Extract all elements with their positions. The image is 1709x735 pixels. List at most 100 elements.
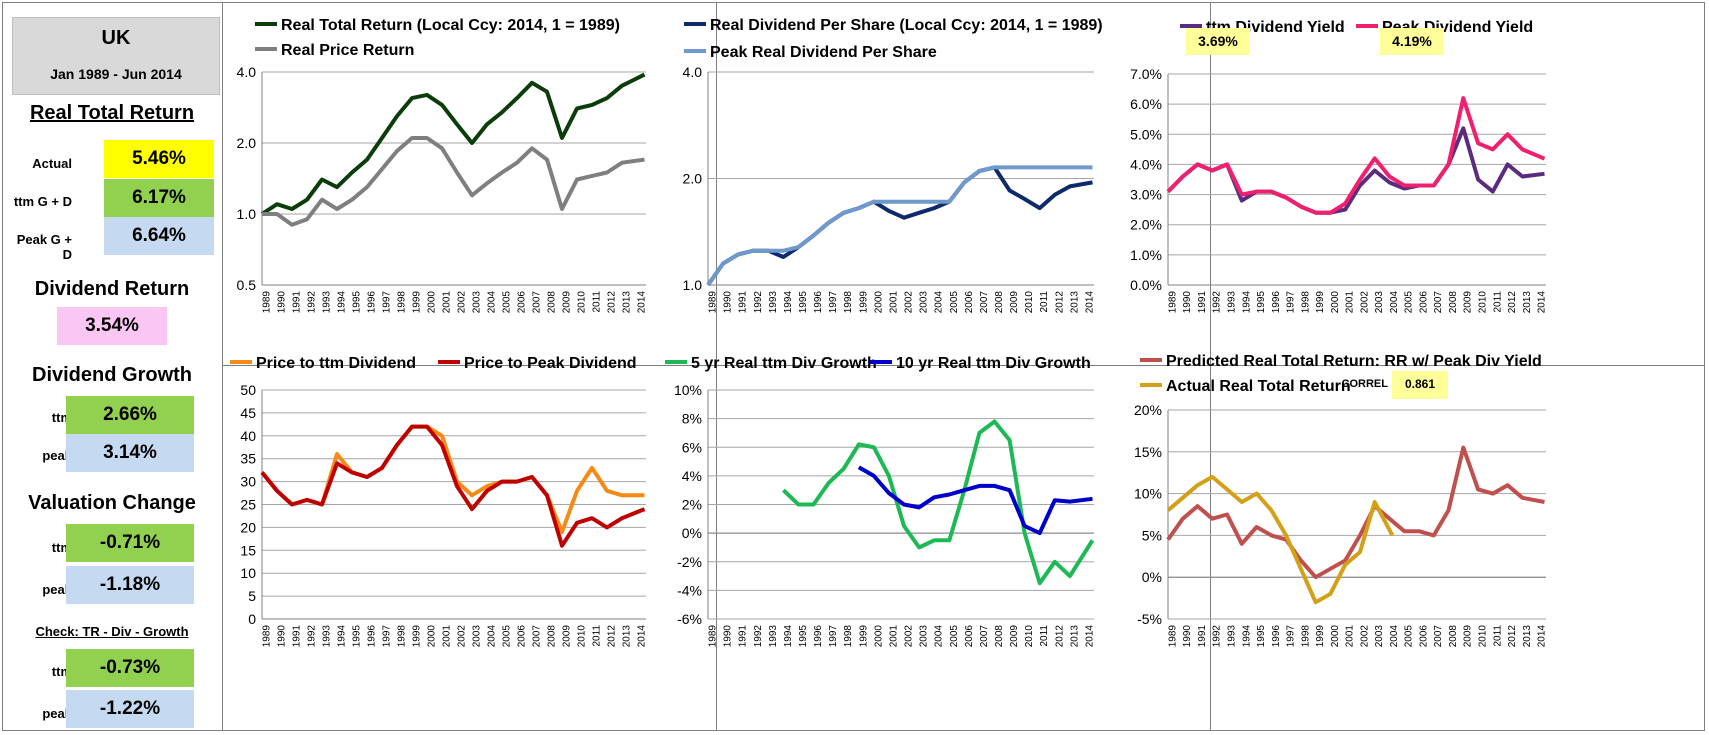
- ttm-gd-label: ttm G + D: [13, 194, 72, 209]
- x-tick-label: 2007: [532, 291, 543, 314]
- x-tick-label: 1990: [277, 625, 288, 648]
- x-tick-label: 2007: [979, 625, 990, 648]
- x-tick-label: 2010: [577, 625, 588, 648]
- ttm-gd-value: 6.17%: [104, 179, 214, 217]
- x-tick-label: 1991: [1197, 291, 1208, 314]
- y-tick-label: 30: [240, 474, 256, 490]
- period-label: Jan 1989 - Jun 2014: [50, 66, 182, 82]
- x-tick-label: 1990: [277, 291, 288, 314]
- legend-label: Actual Real Total Return: [1166, 378, 1351, 395]
- x-tick-label: 2003: [472, 291, 483, 314]
- y-tick-label: 10: [240, 565, 256, 581]
- x-tick-label: 2013: [1069, 291, 1080, 314]
- valuation-change-title: Valuation Change: [28, 492, 196, 514]
- x-tick-label: 2006: [1418, 625, 1429, 648]
- x-tick-label: 2005: [949, 625, 960, 648]
- legend-label: 5 yr Real ttm Div Growth: [691, 355, 877, 372]
- series-line-2: [1166, 96, 1546, 215]
- y-tick-label: 2.0: [683, 171, 703, 187]
- x-tick-label: 2008: [994, 625, 1005, 648]
- x-tick-label: 1990: [1182, 625, 1193, 648]
- actual-label: Actual: [32, 156, 72, 171]
- growth-peak-label: peak: [42, 448, 72, 463]
- series-line-2: [1166, 474, 1395, 605]
- x-tick-label: 2001: [888, 291, 899, 314]
- y-tick-label: 5: [248, 588, 256, 604]
- x-tick-label: 1999: [412, 625, 423, 648]
- correl-box: [1392, 371, 1448, 399]
- x-tick-label: 1996: [813, 291, 824, 314]
- x-tick-label: 1998: [397, 625, 408, 648]
- x-tick-label: 2014: [1084, 625, 1095, 648]
- x-tick-label: 1995: [1256, 625, 1267, 648]
- chart-3: 0.0% 1.0% 2.0% 3.0% 4.0% 5.0% 6.0% 7.0% 1989 1990…: [1130, 19, 1547, 313]
- x-tick-label: 2008: [994, 291, 1005, 314]
- x-tick-label: 1994: [783, 625, 794, 648]
- x-tick-label: 2004: [934, 625, 945, 648]
- x-tick-label: 1993: [322, 291, 333, 314]
- x-tick-label: 2014: [1537, 291, 1548, 314]
- x-tick-label: 1998: [1300, 291, 1311, 314]
- x-tick-label: 2012: [1507, 625, 1518, 648]
- x-tick-label: 1999: [858, 625, 869, 648]
- legend-label: Real Total Return (Local Ccy: 2014, 1 = …: [281, 17, 620, 34]
- y-tick-label: 7.0%: [1130, 66, 1162, 82]
- x-tick-label: 2000: [427, 291, 438, 314]
- x-tick-label: 2004: [934, 291, 945, 314]
- x-tick-label: 2006: [517, 625, 528, 648]
- peak-gd-value: 6.64%: [104, 217, 214, 255]
- y-tick-label: 3.0%: [1130, 187, 1162, 203]
- x-tick-label: 1990: [723, 291, 734, 314]
- x-tick-label: 1994: [1241, 625, 1252, 648]
- x-tick-label: 2000: [427, 625, 438, 648]
- legend-label: Real Dividend Per Share (Local Ccy: 2014…: [710, 17, 1103, 34]
- x-tick-label: 2012: [607, 625, 618, 648]
- chart-1: 0.5 1.0 2.0 4.0 1989 1990 1991 1992 1993 1994 1995…: [237, 17, 648, 313]
- x-tick-label: 1993: [768, 625, 779, 648]
- series-line-1: [782, 419, 1095, 586]
- x-tick-label: 1998: [843, 291, 854, 314]
- row-divider: [222, 365, 1705, 366]
- x-tick-label: 1999: [858, 291, 869, 314]
- dividend-return-value: 3.54%: [57, 307, 167, 345]
- x-tick-label: 1998: [843, 625, 854, 648]
- x-tick-label: 2002: [457, 291, 468, 314]
- x-tick-label: 1999: [1315, 291, 1326, 314]
- x-tick-label: 1992: [1212, 291, 1223, 314]
- x-tick-label: 2007: [532, 625, 543, 648]
- x-tick-label: 1996: [1271, 291, 1282, 314]
- x-tick-label: 2003: [1374, 625, 1385, 648]
- x-tick-label: 2004: [1389, 625, 1400, 648]
- x-tick-label: 2001: [888, 625, 899, 648]
- x-tick-label: 2009: [1463, 291, 1474, 314]
- x-tick-label: 2003: [1374, 291, 1385, 314]
- x-tick-label: 2012: [1054, 291, 1065, 314]
- y-tick-label: 1.0%: [1130, 247, 1162, 263]
- y-tick-label: 4.0: [237, 64, 257, 80]
- series-line-1: [1166, 126, 1545, 215]
- x-tick-label: 2011: [1039, 625, 1050, 647]
- y-tick-label: 4%: [682, 468, 702, 484]
- series-line-2: [260, 424, 646, 548]
- growth-ttm-value: 2.66%: [66, 396, 194, 434]
- actual-value: 5.46%: [104, 140, 214, 178]
- x-tick-label: 2009: [1009, 291, 1020, 314]
- x-tick-label: 2002: [1359, 625, 1370, 648]
- x-tick-label: 1991: [1197, 625, 1208, 648]
- x-tick-label: 1992: [753, 625, 764, 648]
- x-tick-label: 1990: [723, 625, 734, 648]
- x-tick-label: 2004: [487, 291, 498, 314]
- y-tick-label: 2.0%: [1130, 217, 1162, 233]
- y-tick-label: 1.0: [683, 277, 703, 293]
- x-tick-label: 2005: [502, 291, 513, 314]
- x-tick-label: 2003: [472, 625, 483, 648]
- x-tick-label: 1989: [262, 625, 273, 648]
- y-tick-label: 45: [240, 405, 256, 421]
- y-tick-label: 40: [240, 428, 256, 444]
- y-tick-label: 4.0%: [1130, 156, 1162, 172]
- x-tick-label: 1995: [798, 625, 809, 648]
- x-tick-label: 1997: [828, 625, 839, 648]
- x-tick-label: 1989: [262, 291, 273, 314]
- y-tick-label: 1.0: [237, 206, 257, 222]
